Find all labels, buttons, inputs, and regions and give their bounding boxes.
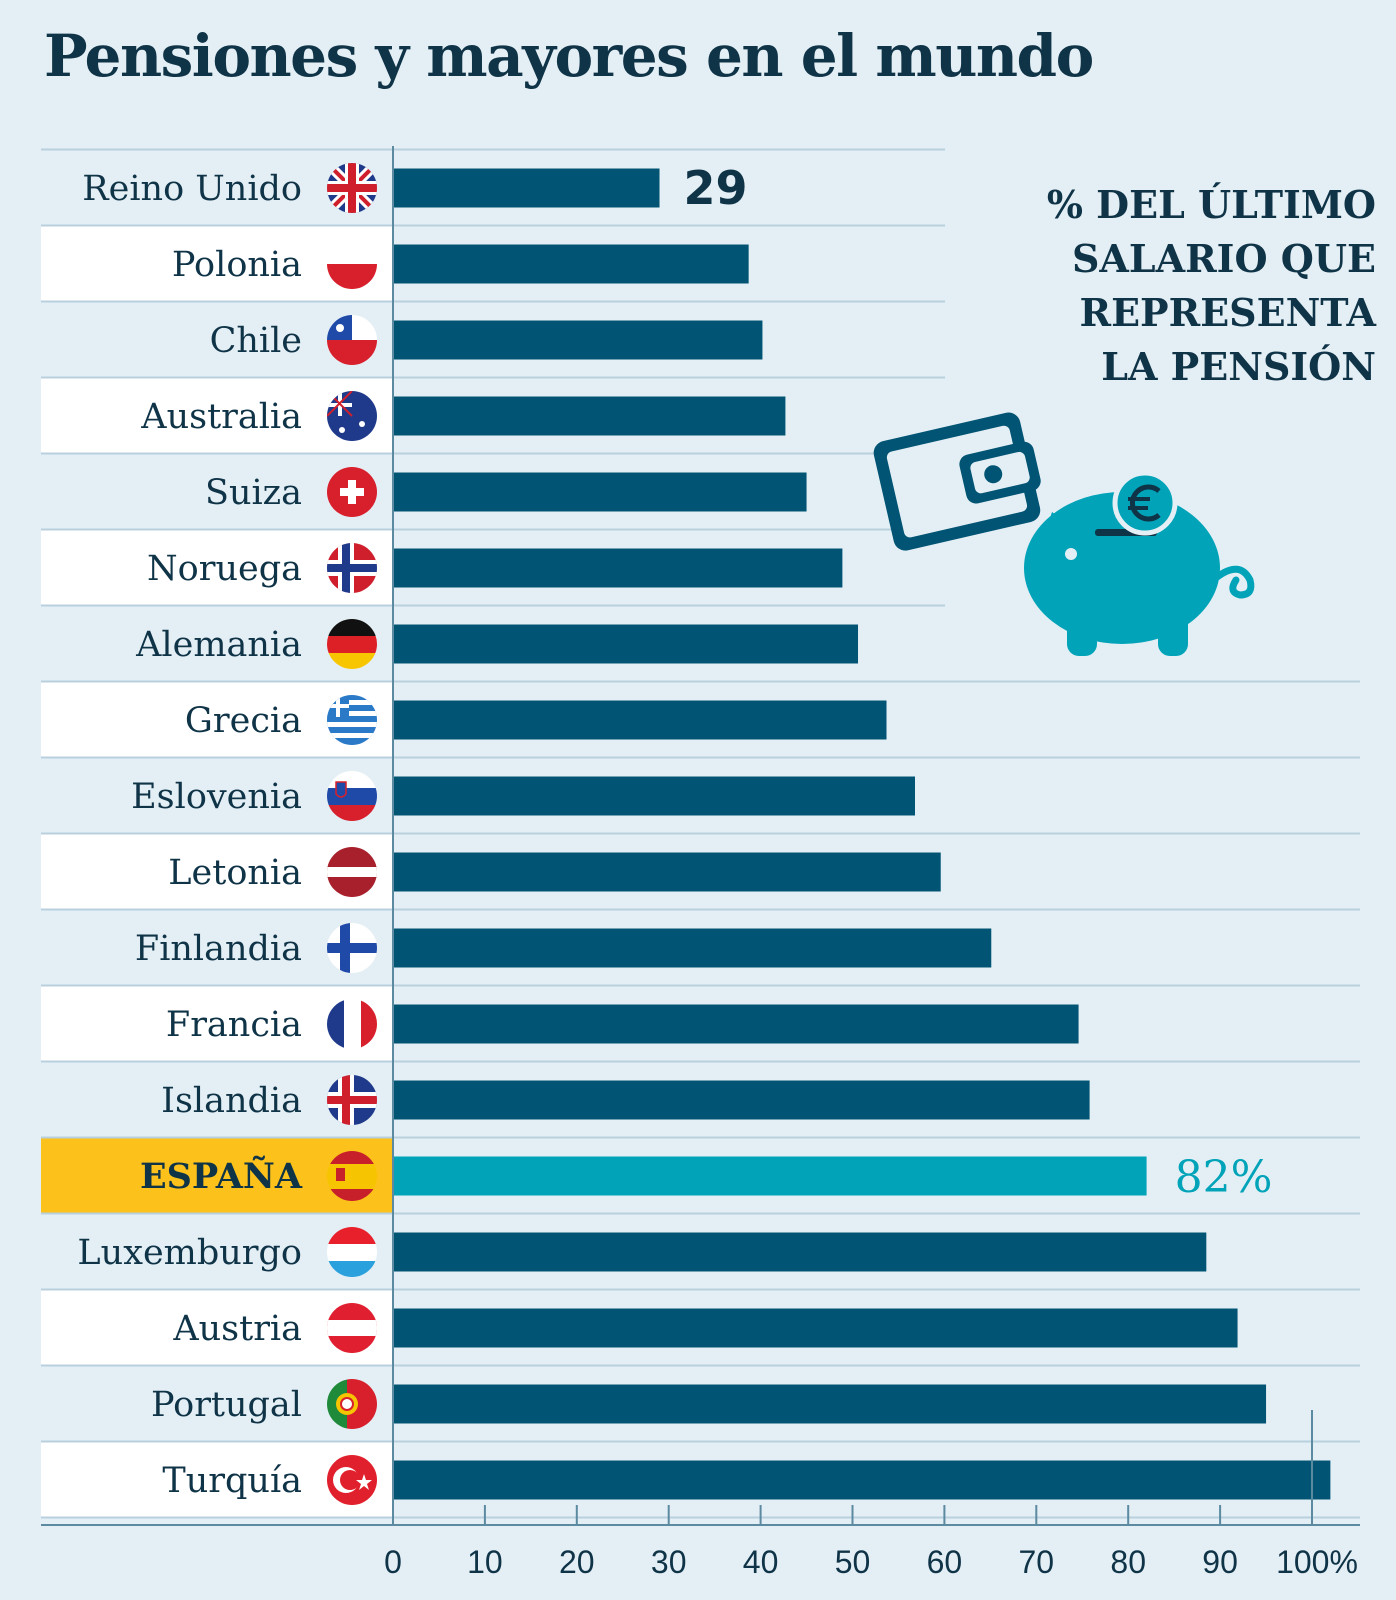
bar bbox=[393, 1308, 1238, 1348]
chart-subtitle: % DEL ÚLTIMO SALARIO QUE REPRESENTA LA P… bbox=[1046, 182, 1376, 389]
turkey-flag-icon bbox=[327, 1455, 377, 1505]
chart-title: Pensiones y mayores en el mundo bbox=[44, 22, 1094, 90]
bar bbox=[393, 244, 749, 284]
category-label: Australia bbox=[140, 397, 302, 437]
category-label: Eslovenia bbox=[131, 777, 302, 817]
australia-flag-icon bbox=[327, 391, 377, 441]
data-label: 29 bbox=[684, 161, 748, 215]
x-tick-label: 20 bbox=[559, 1544, 595, 1580]
category-label: ESPAÑA bbox=[140, 1155, 303, 1197]
bar bbox=[393, 548, 843, 588]
france-flag-icon bbox=[327, 999, 377, 1049]
category-label: Chile bbox=[210, 321, 302, 361]
category-label: Finlandia bbox=[135, 929, 302, 969]
x-tick-label: 10 bbox=[467, 1544, 503, 1580]
latvia-flag-icon bbox=[327, 847, 377, 897]
category-label: Alemania bbox=[135, 625, 302, 665]
bar bbox=[393, 472, 807, 512]
category-labels: Reino Unido Polonia Chile Australia Suiza Nor… bbox=[77, 169, 302, 1501]
category-label: Portugal bbox=[151, 1385, 302, 1425]
poland-flag-icon bbox=[327, 239, 377, 289]
bar bbox=[393, 1156, 1147, 1196]
category-label: Austria bbox=[172, 1309, 302, 1349]
bar bbox=[393, 928, 992, 968]
x-tick-label: 80 bbox=[1110, 1544, 1146, 1580]
slovenia-flag-icon bbox=[327, 771, 377, 821]
category-label: Letonia bbox=[168, 853, 302, 893]
bar bbox=[393, 1232, 1207, 1272]
x-tick-label: 90 bbox=[1202, 1544, 1238, 1580]
x-tick-label: 100% bbox=[1276, 1544, 1358, 1580]
x-tick-label: 30 bbox=[651, 1544, 687, 1580]
austria-flag-icon bbox=[327, 1303, 377, 1353]
chile-flag-icon bbox=[327, 315, 377, 365]
bar bbox=[393, 1080, 1090, 1120]
category-label: Polonia bbox=[172, 245, 302, 285]
category-label: Francia bbox=[166, 1005, 302, 1045]
x-tick-label: 50 bbox=[835, 1544, 871, 1580]
bar bbox=[393, 624, 859, 664]
greece-flag-icon bbox=[327, 695, 377, 745]
wallet-and-piggy-bank-icon bbox=[873, 412, 1255, 656]
norway-flag-icon bbox=[327, 543, 377, 593]
wallet-icon bbox=[873, 412, 1041, 551]
bar bbox=[393, 852, 941, 892]
flag-icons bbox=[327, 163, 377, 1505]
finland-flag-icon bbox=[327, 923, 377, 973]
x-tick-label: 0 bbox=[384, 1544, 402, 1580]
x-tick-label: 70 bbox=[1019, 1544, 1055, 1580]
uk-flag-icon bbox=[327, 163, 377, 213]
category-label: Reino Unido bbox=[82, 169, 302, 209]
category-label: Suiza bbox=[205, 473, 302, 513]
bar bbox=[393, 1460, 1331, 1500]
x-tick-label: 40 bbox=[743, 1544, 779, 1580]
bar bbox=[393, 1384, 1267, 1424]
switzerland-flag-icon bbox=[327, 467, 377, 517]
bar bbox=[393, 700, 887, 740]
category-label: Islandia bbox=[161, 1081, 302, 1121]
bar bbox=[393, 396, 786, 436]
luxembourg-flag-icon bbox=[327, 1227, 377, 1277]
category-label: Grecia bbox=[185, 701, 302, 741]
piggy-bank-icon bbox=[1024, 492, 1255, 656]
category-label: Noruega bbox=[147, 549, 302, 589]
germany-flag-icon bbox=[327, 619, 377, 669]
data-label: 82% bbox=[1175, 1152, 1273, 1203]
x-tick-label: 60 bbox=[927, 1544, 963, 1580]
category-label: Luxemburgo bbox=[77, 1233, 302, 1273]
bar bbox=[393, 320, 763, 360]
iceland-flag-icon bbox=[327, 1075, 377, 1125]
portugal-flag-icon bbox=[327, 1379, 377, 1429]
category-label: Turquía bbox=[162, 1461, 302, 1501]
x-axis: 0 10 20 30 40 50 60 70 80 90 100% bbox=[41, 146, 1360, 1580]
bar bbox=[393, 168, 660, 208]
bar bbox=[393, 776, 915, 816]
data-labels: 29 82% bbox=[684, 161, 1273, 1203]
bar bbox=[393, 1004, 1079, 1044]
bars bbox=[393, 168, 1331, 1500]
gridlines bbox=[41, 148, 1360, 1519]
euro-icon bbox=[1112, 470, 1178, 536]
